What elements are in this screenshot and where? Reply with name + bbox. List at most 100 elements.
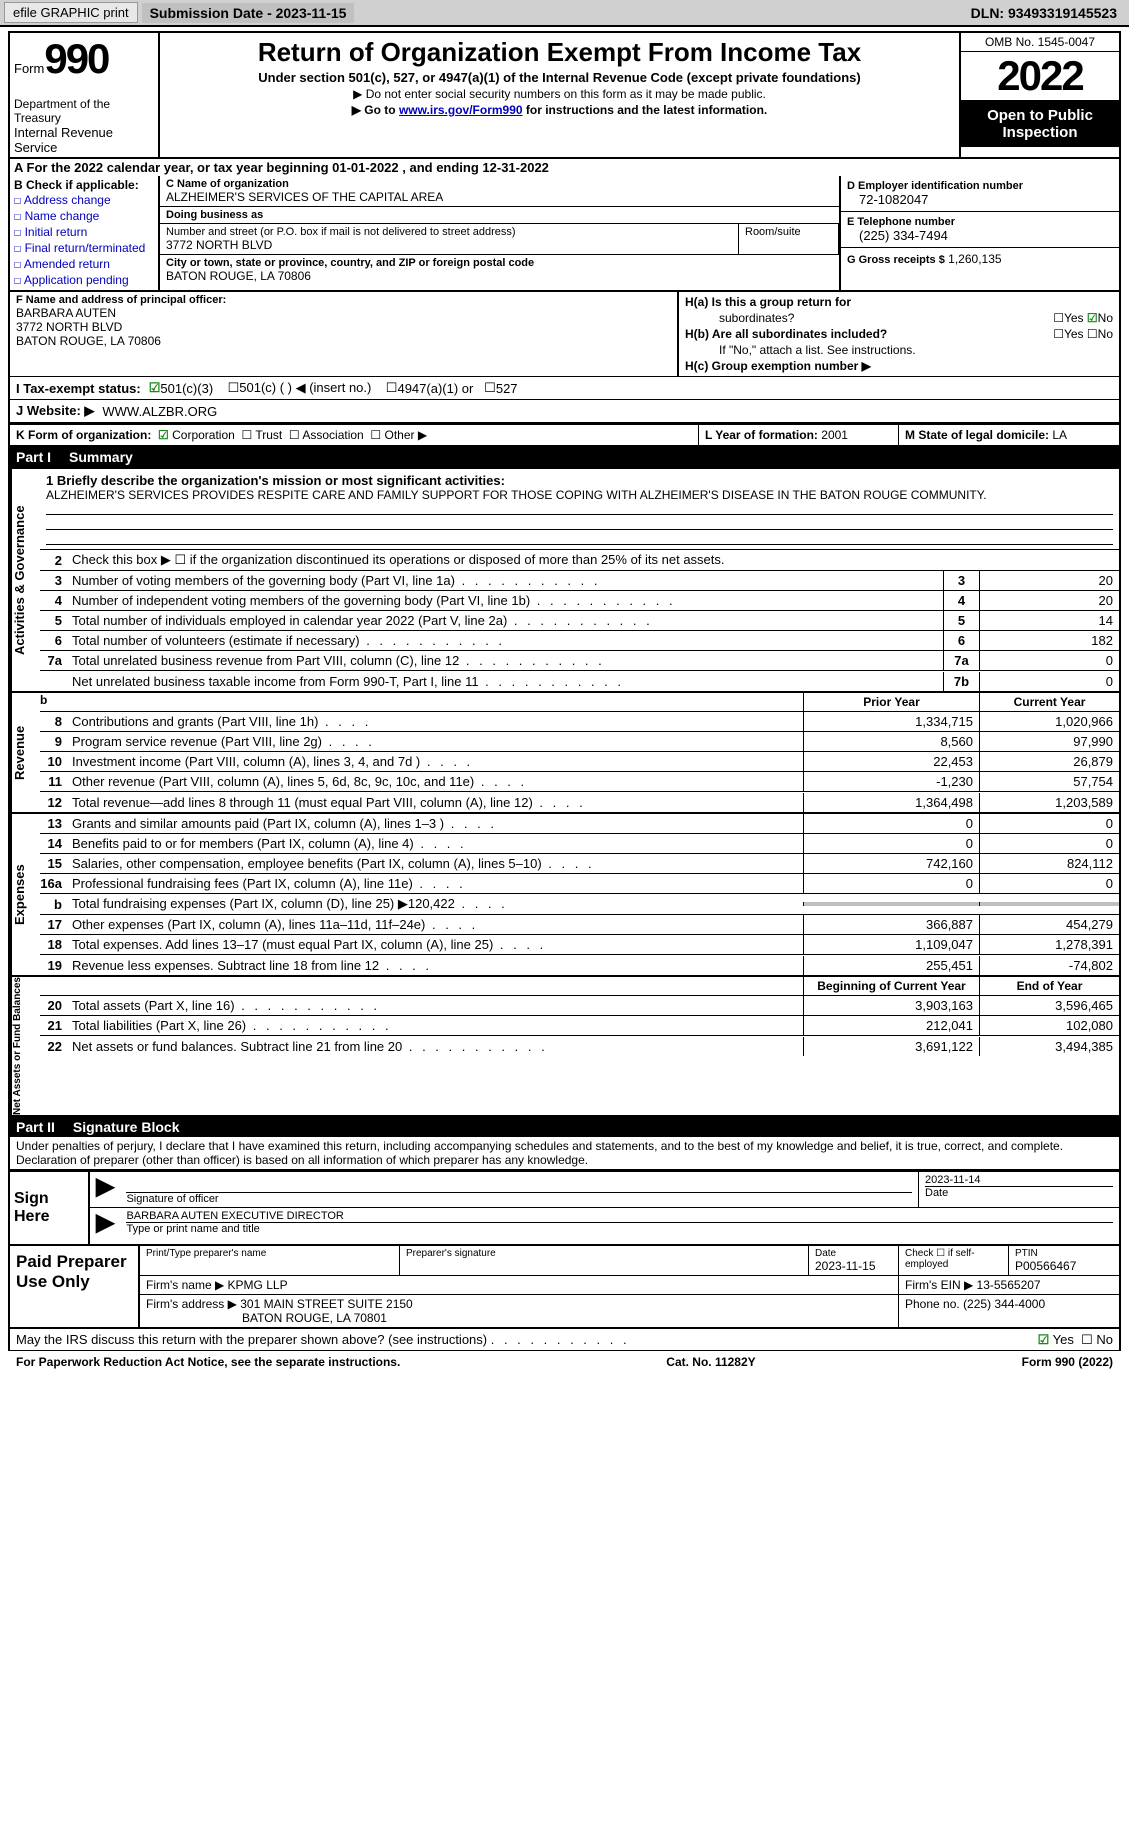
opt-other[interactable]: Other ▶: [385, 428, 428, 442]
gross-label: G Gross receipts $: [847, 254, 945, 266]
exp-line: 16aProfessional fundraising fees (Part I…: [40, 874, 1119, 894]
omb-number: OMB No. 1545-0047: [961, 33, 1119, 52]
section-h: H(a) Is this a group return for subordin…: [679, 292, 1119, 376]
exp-line: bTotal fundraising expenses (Part IX, co…: [40, 894, 1119, 915]
ssn-note: ▶ Do not enter social security numbers o…: [164, 87, 955, 101]
officer-name: BARBARA AUTEN: [16, 306, 671, 320]
firm-addr1: 301 MAIN STREET SUITE 2150: [240, 1297, 413, 1311]
hb-yes[interactable]: Yes: [1064, 327, 1084, 341]
tel-label: E Telephone number: [847, 216, 1113, 228]
summary-act-gov: Activities & Governance 1 Briefly descri…: [8, 467, 1121, 693]
paid-preparer-label: Paid Preparer Use Only: [10, 1246, 140, 1327]
state-domicile: LA: [1052, 428, 1067, 442]
ha-no[interactable]: No: [1098, 311, 1113, 325]
chk-initial-return[interactable]: ☐ Initial return: [14, 224, 154, 240]
discuss-no[interactable]: No: [1096, 1332, 1113, 1347]
chk-amended[interactable]: ☐ Amended return: [14, 256, 154, 272]
ptin-value: P00566467: [1015, 1259, 1113, 1273]
tax-year: 2022: [961, 52, 1119, 101]
website-label: J Website: ▶: [16, 403, 94, 419]
exp-line: 18Total expenses. Add lines 13–17 (must …: [40, 935, 1119, 955]
prep-sig-label: Preparer's signature: [406, 1248, 802, 1259]
part1-num: Part I: [16, 449, 51, 465]
prep-date: 2023-11-15: [815, 1259, 892, 1273]
prep-date-label: Date: [815, 1248, 892, 1259]
part2-header: Part II Signature Block: [8, 1117, 1121, 1137]
open-to-public: Open to Public Inspection: [961, 101, 1119, 147]
irs-label: Internal Revenue Service: [14, 125, 154, 155]
paid-preparer-block: Paid Preparer Use Only Print/Type prepar…: [8, 1246, 1121, 1329]
org-name-label: C Name of organization: [166, 178, 833, 190]
section-d: D Employer identification number 72-1082…: [839, 176, 1119, 290]
mission-text: ALZHEIMER'S SERVICES PROVIDES RESPITE CA…: [46, 488, 1113, 502]
vtab-expenses: Expenses: [10, 814, 40, 975]
gov-line: 4Number of independent voting members of…: [40, 591, 1119, 611]
section-a: A For the 2022 calendar year, or tax yea…: [8, 159, 1121, 176]
part1-header: Part I Summary: [8, 447, 1121, 467]
rev-line: 11Other revenue (Part VIII, column (A), …: [40, 772, 1119, 792]
ha-label: H(a) Is this a group return for: [685, 295, 851, 309]
firm-name-label: Firm's name ▶: [146, 1278, 224, 1292]
may-discuss-text: May the IRS discuss this return with the…: [16, 1332, 487, 1347]
sig-officer-label: Signature of officer: [126, 1192, 912, 1205]
exp-line: 14Benefits paid to or for members (Part …: [40, 834, 1119, 854]
gov-line: 6Total number of volunteers (estimate if…: [40, 631, 1119, 651]
chk-address-change[interactable]: ☐ Address change: [14, 192, 154, 208]
rev-line: 9Program service revenue (Part VIII, lin…: [40, 732, 1119, 752]
chk-app-pending[interactable]: ☐ Application pending: [14, 272, 154, 288]
irs-link[interactable]: www.irs.gov/Form990: [399, 103, 523, 117]
phone-label: Phone no.: [905, 1297, 960, 1311]
submission-date: Submission Date - 2023-11-15: [142, 3, 355, 23]
ha-sub: subordinates?: [719, 311, 794, 325]
arrow-icon: ▶: [90, 1208, 120, 1237]
rev-line: 12Total revenue—add lines 8 through 11 (…: [40, 792, 1119, 812]
discuss-yes[interactable]: Yes: [1053, 1332, 1074, 1347]
summary-netassets: Net Assets or Fund Balances Beginning of…: [8, 977, 1121, 1117]
chk-name-change[interactable]: ☐ Name change: [14, 208, 154, 224]
rev-line: 10Investment income (Part VIII, column (…: [40, 752, 1119, 772]
summary-expenses: Expenses 13Grants and similar amounts pa…: [8, 814, 1121, 977]
gov-line: Net unrelated business taxable income fr…: [40, 671, 1119, 691]
opt-501c[interactable]: 501(c) ( ) ◀ (insert no.): [239, 380, 371, 396]
sign-here-label: Sign Here: [10, 1172, 90, 1244]
opt-corp[interactable]: Corporation: [172, 428, 235, 442]
chk-final-return[interactable]: ☐ Final return/terminated: [14, 240, 154, 256]
efile-print-button[interactable]: efile GRAPHIC print: [4, 2, 138, 23]
opt-trust[interactable]: Trust: [255, 428, 282, 442]
officer-label: F Name and address of principal officer:: [16, 294, 671, 306]
firm-name: KPMG LLP: [228, 1278, 288, 1292]
city-value: BATON ROUGE, LA 70806: [166, 269, 833, 283]
part2-num: Part II: [16, 1119, 55, 1135]
officer-addr1: 3772 NORTH BLVD: [16, 320, 671, 334]
hc-label: H(c) Group exemption number ▶: [685, 359, 871, 373]
footer-form: Form 990 (2022): [1022, 1355, 1113, 1369]
section-i: I Tax-exempt status: ☑ 501(c)(3) ☐ 501(c…: [8, 376, 1121, 399]
ha-yes[interactable]: Yes: [1064, 311, 1084, 325]
section-f: F Name and address of principal officer:…: [10, 292, 679, 376]
sig-date-label: Date: [925, 1186, 1113, 1199]
page-footer: For Paperwork Reduction Act Notice, see …: [8, 1350, 1121, 1373]
ein-label: D Employer identification number: [847, 180, 1113, 192]
gross-value: 1,260,135: [948, 252, 1001, 266]
hb-no[interactable]: No: [1098, 327, 1113, 341]
opt-501c3[interactable]: 501(c)(3): [160, 381, 213, 396]
phone-value: (225) 344-4000: [963, 1297, 1045, 1311]
note2-pre: ▶ Go to: [352, 103, 399, 117]
goto-note: ▶ Go to www.irs.gov/Form990 for instruct…: [164, 103, 955, 117]
prep-selfemp[interactable]: Check ☐ if self-employed: [899, 1246, 1009, 1275]
declaration-text: Under penalties of perjury, I declare th…: [8, 1137, 1121, 1170]
org-name: ALZHEIMER'S SERVICES OF THE CAPITAL AREA: [166, 190, 833, 204]
signature-block: Sign Here ▶ Signature of officer 2023-11…: [8, 1170, 1121, 1246]
summary-revenue: Revenue bPrior YearCurrent Year 8Contrib…: [8, 693, 1121, 814]
vtab-activities: Activities & Governance: [10, 469, 40, 691]
hdr-current-year: Current Year: [979, 693, 1119, 711]
footer-cat: Cat. No. 11282Y: [666, 1355, 755, 1369]
opt-527[interactable]: 527: [496, 381, 518, 396]
officer-addr2: BATON ROUGE, LA 70806: [16, 334, 671, 348]
part1-title: Summary: [69, 449, 133, 465]
opt-assoc[interactable]: Association: [302, 428, 363, 442]
firm-ein-label: Firm's EIN ▶: [905, 1278, 973, 1292]
opt-4947[interactable]: 4947(a)(1) or: [397, 381, 473, 396]
gov-line: 7aTotal unrelated business revenue from …: [40, 651, 1119, 671]
section-j: J Website: ▶ WWW.ALZBR.ORG: [8, 399, 1121, 424]
